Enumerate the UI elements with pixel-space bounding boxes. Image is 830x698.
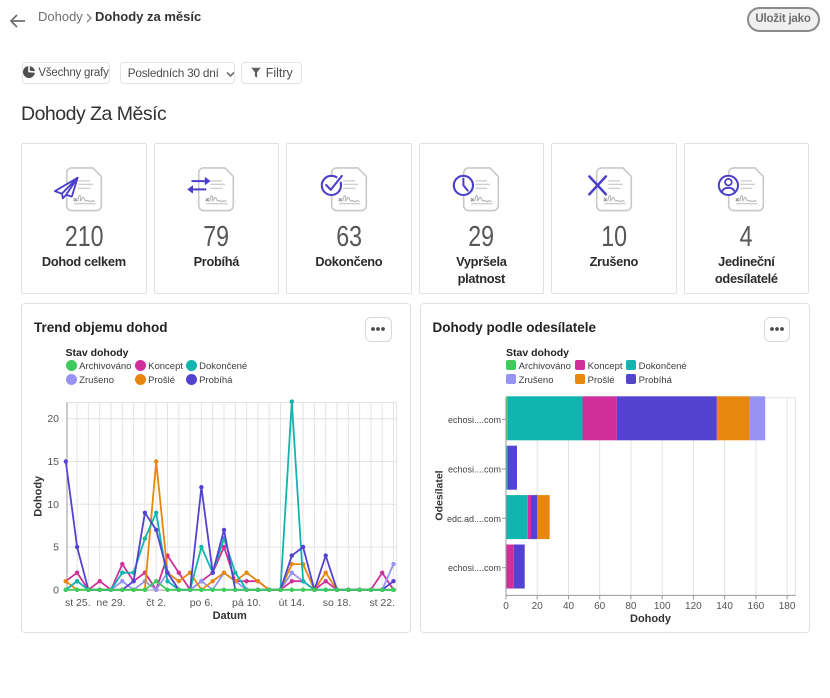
svg-text:so 18.: so 18. (323, 597, 352, 609)
svg-text:čt 2.: čt 2. (146, 597, 166, 609)
svg-text:20: 20 (47, 413, 59, 425)
svg-text:40: 40 (562, 601, 574, 612)
svg-text:5: 5 (53, 541, 59, 553)
svg-text:160: 160 (747, 601, 764, 612)
svg-text:120: 120 (685, 601, 702, 612)
svg-text:Dohody: Dohody (33, 474, 45, 516)
svg-text:st 22.: st 22. (369, 597, 395, 609)
svg-text:echosi....com: echosi....com (447, 415, 500, 425)
svg-text:pá 10.: pá 10. (232, 597, 261, 609)
svg-text:echosi....com: echosi....com (447, 464, 500, 474)
svg-text:180: 180 (778, 601, 795, 612)
svg-text:st 25.: st 25. (65, 597, 91, 609)
svg-text:80: 80 (625, 601, 637, 612)
svg-text:60: 60 (594, 601, 606, 612)
svg-text:Datum: Datum (213, 610, 247, 622)
svg-text:100: 100 (653, 601, 670, 612)
svg-text:10: 10 (47, 498, 59, 510)
svg-text:Odesílatel: Odesílatel (433, 470, 445, 520)
svg-text:ne 29.: ne 29. (96, 597, 125, 609)
svg-text:edc.ad....com: edc.ad....com (446, 513, 500, 523)
svg-text:0: 0 (503, 601, 509, 612)
svg-text:15: 15 (47, 456, 59, 468)
svg-text:20: 20 (531, 601, 543, 612)
svg-text:echosi....com: echosi....com (447, 563, 500, 573)
svg-text:út 14.: út 14. (279, 597, 305, 609)
svg-text:po 6.: po 6. (190, 597, 213, 609)
svg-text:140: 140 (716, 601, 733, 612)
svg-text:Dohody: Dohody (630, 613, 672, 625)
svg-text:0: 0 (53, 584, 59, 596)
